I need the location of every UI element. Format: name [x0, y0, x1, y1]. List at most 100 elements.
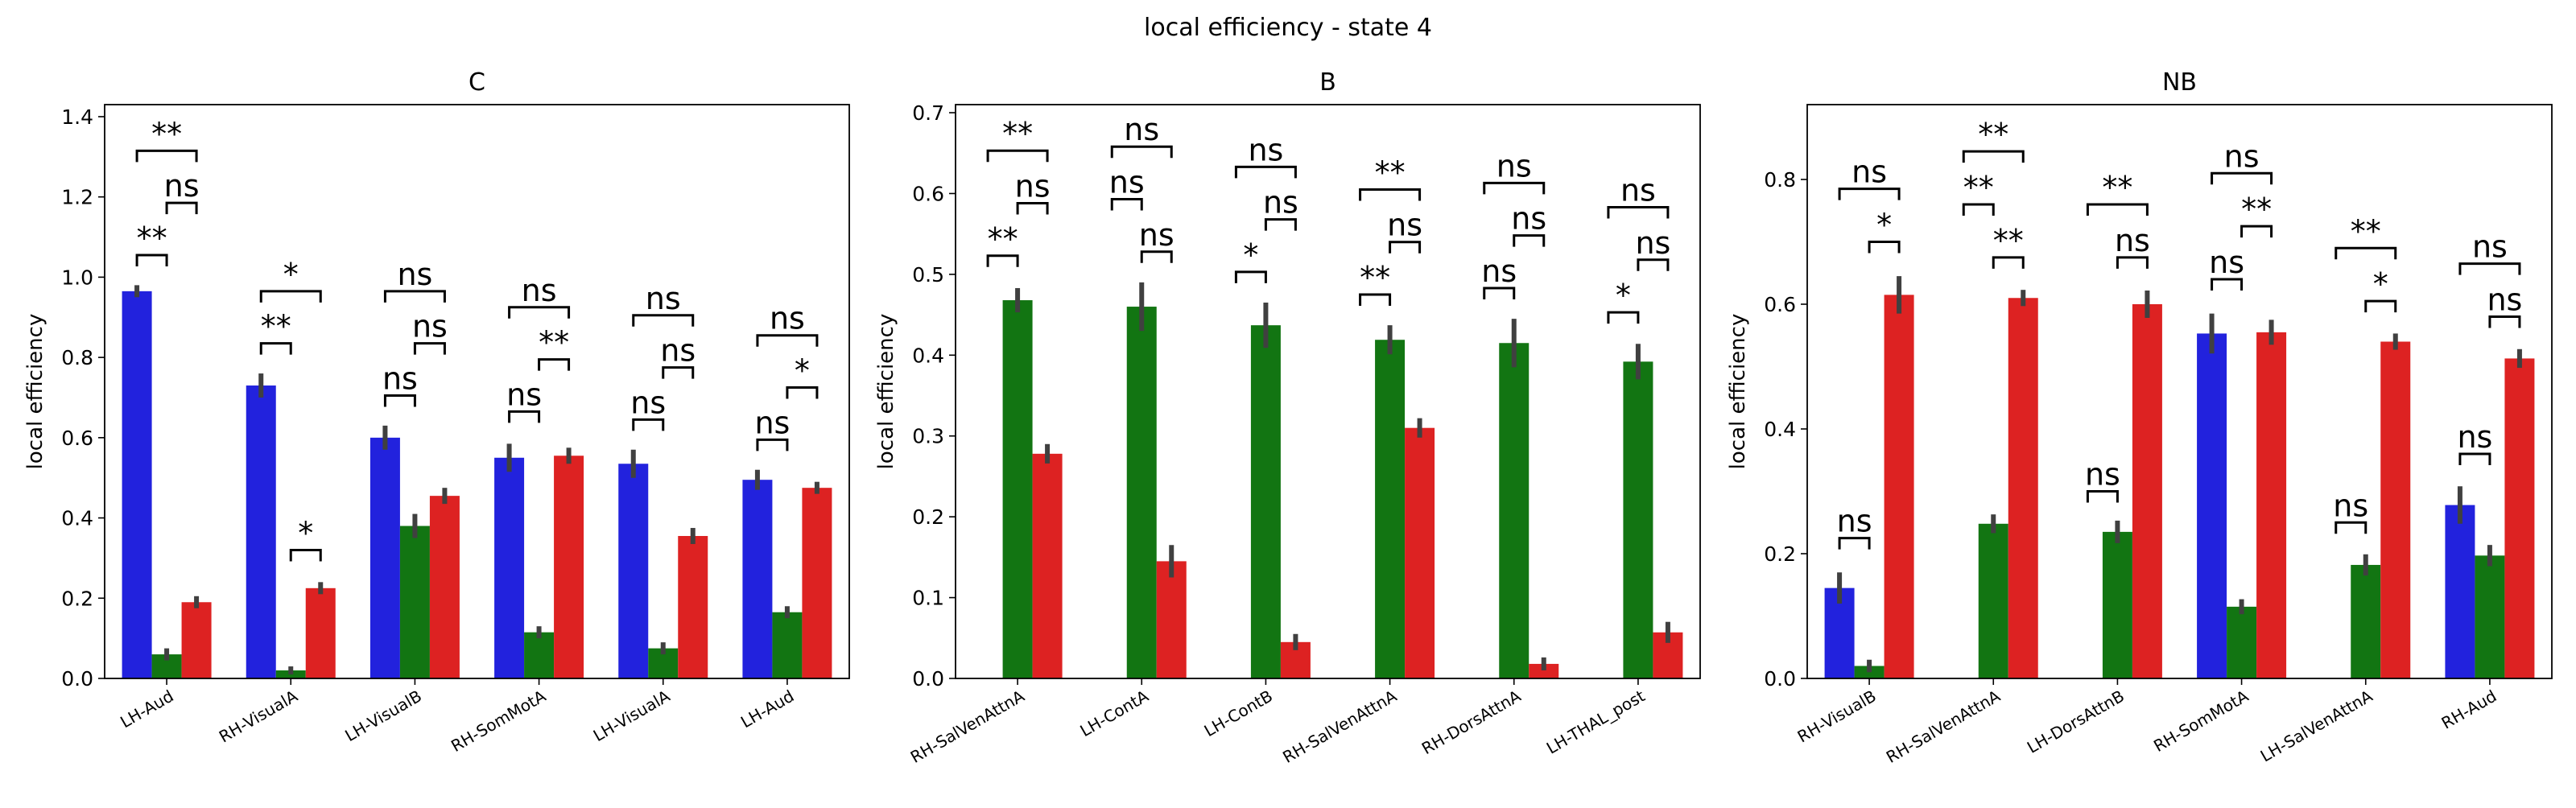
- significance-label: **: [151, 116, 182, 151]
- significance-bracket: [2240, 225, 2273, 238]
- bar-red: [1405, 427, 1435, 678]
- bar-blue: [2445, 505, 2475, 678]
- significance-label: ns: [2209, 245, 2244, 280]
- bar-red: [2380, 341, 2411, 678]
- x-tick-label: RH-SalVenAttnA: [1279, 686, 1400, 767]
- significance-label: **: [1002, 116, 1033, 151]
- panel-title: C: [469, 68, 485, 97]
- y-tick-label: 0.5: [912, 263, 944, 287]
- bar-blue: [369, 437, 400, 678]
- significance-bracket: [289, 548, 322, 562]
- bar-red: [1156, 561, 1187, 678]
- significance-label: ns: [1015, 169, 1051, 204]
- significance-bracket: [1110, 197, 1143, 211]
- bar-green: [1375, 340, 1406, 678]
- significance-label: **: [2351, 213, 2381, 249]
- y-tick-label: 0.4: [61, 507, 93, 530]
- bar-blue: [246, 385, 276, 678]
- plot-frame: [955, 104, 1701, 679]
- y-tick-label: 0.7: [912, 101, 944, 125]
- significance-label: **: [1963, 170, 1994, 205]
- y-tick-label: 0.4: [1764, 418, 1796, 441]
- significance-bracket: [508, 410, 541, 423]
- significance-label: ns: [1387, 208, 1422, 243]
- bar-red: [554, 456, 584, 678]
- significance-bracket: [756, 438, 789, 451]
- plot-frame: [104, 104, 850, 679]
- significance-bracket: [1838, 188, 1901, 200]
- bar-green: [1126, 307, 1157, 678]
- significance-label: *: [2373, 266, 2388, 302]
- significance-label: ns: [1511, 201, 1546, 237]
- y-tick-label: 0.4: [912, 344, 944, 367]
- significance-bracket: [1838, 537, 1871, 550]
- x-tick-label: LH-Aud: [737, 686, 797, 732]
- significance-bracket: [786, 386, 819, 399]
- plot-frame: [1806, 104, 2553, 679]
- significance-bracket: [2488, 315, 2521, 328]
- significance-bracket: [135, 254, 168, 266]
- significance-label: ns: [522, 273, 557, 308]
- significance-bracket: [756, 334, 819, 347]
- bar-green: [2475, 555, 2505, 678]
- bar-green: [1978, 523, 2008, 678]
- significance-bracket: [1483, 181, 1546, 195]
- y-tick-label: 0.3: [912, 425, 944, 448]
- bar-green: [1623, 361, 1653, 678]
- figure-title: local efficiency - state 4: [1144, 14, 1432, 42]
- y-tick-label: 0.0: [1764, 667, 1796, 691]
- y-axis-label: local efficiency: [1726, 314, 1750, 470]
- x-tick-label: RH-SomMotA: [2150, 686, 2252, 756]
- significance-label: ns: [770, 301, 805, 336]
- significance-label: ns: [397, 257, 432, 292]
- y-tick-label: 0.2: [912, 505, 944, 529]
- significance-bracket: [1016, 202, 1049, 215]
- bar-blue: [494, 457, 525, 678]
- significance-label: **: [261, 309, 291, 344]
- y-tick-label: 1.2: [61, 186, 93, 209]
- significance-bracket: [135, 149, 198, 163]
- bar-red: [1884, 295, 1914, 678]
- x-tick-label: LH-VisualA: [590, 686, 674, 745]
- x-tick-label: RH-SalVenAttnA: [907, 686, 1028, 767]
- significance-bracket: [1140, 250, 1173, 263]
- significance-label: **: [539, 325, 569, 361]
- significance-label: ns: [1248, 132, 1283, 167]
- significance-bracket: [1513, 234, 1546, 247]
- bar-green: [399, 526, 430, 678]
- significance-bracket: [259, 342, 292, 355]
- bar-green: [2102, 531, 2132, 678]
- panel-title: B: [1319, 68, 1336, 97]
- significance-bracket: [1962, 203, 1995, 216]
- significance-bracket: [2458, 262, 2521, 275]
- y-tick-label: 1.0: [61, 266, 93, 289]
- significance-label: ns: [1139, 217, 1174, 253]
- significance-label: ns: [1852, 155, 1887, 190]
- significance-label: *: [298, 515, 313, 550]
- y-axis-label: local efficiency: [23, 314, 47, 470]
- bar-green: [2227, 606, 2257, 678]
- bar-red: [1032, 453, 1063, 678]
- significance-bracket: [1992, 256, 2025, 269]
- significance-label: ns: [1263, 185, 1298, 221]
- significance-label: ns: [1496, 148, 1532, 183]
- significance-label: ns: [382, 361, 418, 396]
- significance-bracket: [1607, 311, 1640, 324]
- significance-bracket: [1483, 287, 1516, 299]
- significance-label: **: [2102, 170, 2132, 205]
- significance-bracket: [1234, 270, 1267, 283]
- bar-red: [181, 602, 212, 678]
- significance-bracket: [986, 149, 1049, 163]
- bar-green: [2351, 564, 2381, 678]
- x-tick-label: LH-DorsAttnB: [2024, 686, 2128, 757]
- bar-red: [1529, 663, 1559, 678]
- y-tick-label: 0.6: [912, 182, 944, 205]
- significance-bracket: [1110, 145, 1173, 159]
- bar-green: [1250, 325, 1281, 678]
- significance-label: ns: [506, 377, 542, 412]
- significance-bracket: [2086, 203, 2149, 216]
- significance-bracket: [1264, 218, 1297, 231]
- significance-bracket: [632, 418, 665, 431]
- significance-bracket: [2116, 256, 2149, 269]
